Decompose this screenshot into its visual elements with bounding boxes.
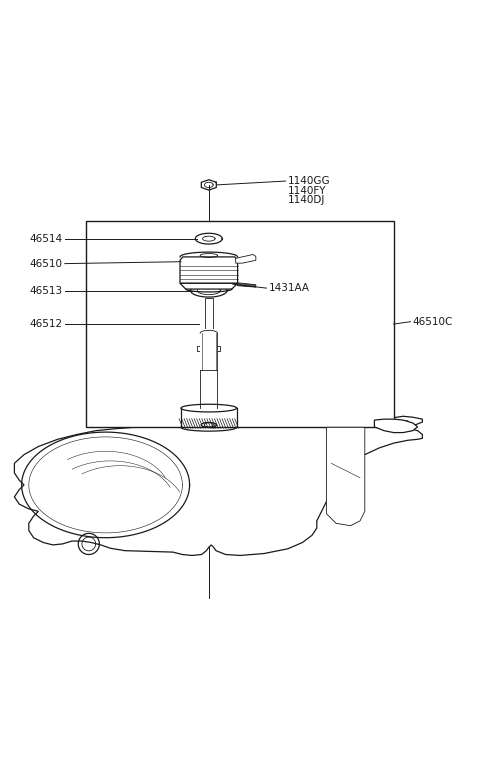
Polygon shape <box>236 254 256 263</box>
Polygon shape <box>374 419 418 433</box>
Text: 46514: 46514 <box>29 233 62 243</box>
Text: 46512: 46512 <box>29 319 62 329</box>
Bar <box>200 329 217 369</box>
Text: 1140GG: 1140GG <box>288 176 331 186</box>
Bar <box>197 346 220 352</box>
Polygon shape <box>326 427 365 526</box>
Bar <box>205 298 213 346</box>
Text: 1140FY: 1140FY <box>288 186 326 196</box>
Text: 1431AA: 1431AA <box>269 283 310 293</box>
Text: 1140DJ: 1140DJ <box>288 196 325 206</box>
Polygon shape <box>14 416 422 556</box>
Polygon shape <box>238 283 256 287</box>
Bar <box>86 221 394 427</box>
Polygon shape <box>180 257 238 283</box>
Text: 46510: 46510 <box>29 259 62 269</box>
Text: 46513: 46513 <box>29 285 62 295</box>
Polygon shape <box>180 283 238 289</box>
Bar <box>200 333 217 369</box>
Text: 46510C: 46510C <box>413 317 453 327</box>
